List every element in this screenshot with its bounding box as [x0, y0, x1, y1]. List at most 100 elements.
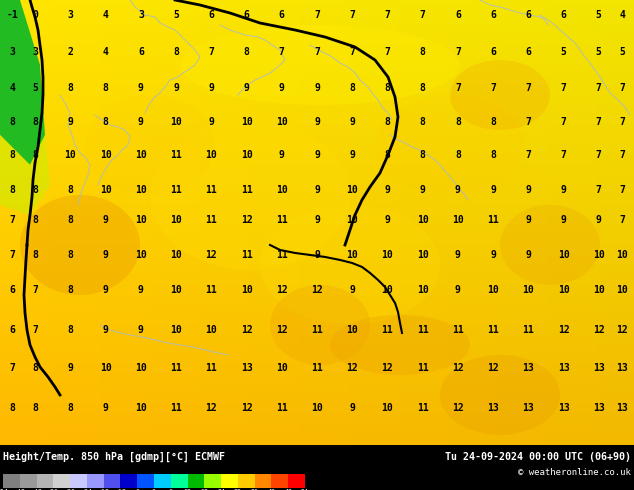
Bar	[238, 474, 255, 488]
Text: 8: 8	[243, 47, 250, 57]
Text: 13: 13	[488, 403, 499, 413]
Text: -42: -42	[30, 489, 42, 490]
Text: 7: 7	[526, 150, 531, 160]
Text: 12: 12	[241, 215, 252, 225]
Text: 36: 36	[250, 489, 259, 490]
Bar	[204, 474, 221, 488]
Text: 7: 7	[560, 150, 567, 160]
Bar	[171, 474, 188, 488]
Ellipse shape	[260, 205, 440, 325]
Text: 10: 10	[346, 215, 358, 225]
Bar	[271, 474, 288, 488]
Text: 8: 8	[32, 185, 38, 195]
Text: 7: 7	[596, 117, 602, 127]
Text: 7: 7	[209, 47, 214, 57]
Text: 6: 6	[169, 489, 173, 490]
Text: 7: 7	[560, 117, 567, 127]
Text: 8: 8	[67, 325, 74, 335]
Text: 13: 13	[241, 363, 252, 373]
Text: 9: 9	[314, 83, 320, 93]
Text: 11: 11	[382, 325, 393, 335]
Text: 11: 11	[311, 363, 323, 373]
Text: 8: 8	[9, 150, 15, 160]
Text: 2: 2	[67, 47, 74, 57]
Text: 11: 11	[205, 185, 217, 195]
Text: 8: 8	[9, 185, 15, 195]
Text: 9: 9	[455, 185, 461, 195]
Text: 7: 7	[9, 363, 15, 373]
Text: 10: 10	[417, 215, 429, 225]
Text: 7: 7	[349, 10, 355, 20]
Bar	[137, 474, 154, 488]
Text: 9: 9	[138, 285, 144, 295]
Text: 9: 9	[209, 117, 214, 127]
Text: 11: 11	[171, 403, 182, 413]
Text: 9: 9	[384, 185, 391, 195]
Text: 6: 6	[490, 47, 496, 57]
Text: 11: 11	[417, 325, 429, 335]
Text: -30: -30	[64, 489, 76, 490]
Text: 8: 8	[420, 47, 425, 57]
Text: 8: 8	[173, 47, 179, 57]
Polygon shape	[0, 135, 50, 215]
Text: 10: 10	[417, 250, 429, 260]
Text: 10: 10	[616, 285, 628, 295]
Text: 3: 3	[67, 10, 74, 20]
Text: 6: 6	[490, 10, 496, 20]
Text: 7: 7	[455, 47, 461, 57]
Bar	[221, 474, 238, 488]
Ellipse shape	[270, 285, 370, 365]
Text: 7: 7	[596, 83, 602, 93]
Text: 12: 12	[346, 363, 358, 373]
Text: 12: 12	[241, 325, 252, 335]
Text: 10: 10	[382, 285, 393, 295]
Text: 9: 9	[173, 83, 179, 93]
Text: 10: 10	[135, 185, 146, 195]
Text: 10: 10	[346, 185, 358, 195]
Text: 9: 9	[490, 250, 496, 260]
Bar	[188, 474, 204, 488]
Text: 8: 8	[67, 215, 74, 225]
Text: -24: -24	[81, 489, 93, 490]
Text: 10: 10	[100, 185, 112, 195]
Text: 9: 9	[455, 250, 461, 260]
Text: 12: 12	[241, 403, 252, 413]
Text: 13: 13	[616, 363, 628, 373]
Text: 9: 9	[490, 185, 496, 195]
Text: 7: 7	[32, 285, 38, 295]
Text: 5: 5	[32, 83, 38, 93]
Text: 13: 13	[522, 363, 534, 373]
Text: 12: 12	[616, 325, 628, 335]
Text: 10: 10	[171, 250, 182, 260]
Text: 9: 9	[420, 185, 425, 195]
Text: 7: 7	[32, 325, 38, 335]
Text: 4: 4	[9, 83, 15, 93]
Text: 10: 10	[241, 117, 252, 127]
Text: 11: 11	[171, 363, 182, 373]
Text: 8: 8	[67, 250, 74, 260]
Text: 10: 10	[135, 403, 146, 413]
Text: 6: 6	[243, 10, 250, 20]
Text: 7: 7	[619, 185, 625, 195]
Text: 8: 8	[384, 150, 391, 160]
Text: 12: 12	[558, 325, 569, 335]
Text: 13: 13	[558, 403, 569, 413]
Bar	[70, 474, 87, 488]
Text: 10: 10	[171, 117, 182, 127]
Text: 11: 11	[241, 185, 252, 195]
Text: 9: 9	[455, 285, 461, 295]
Text: Tu 24-09-2024 00:00 UTC (06+90): Tu 24-09-2024 00:00 UTC (06+90)	[445, 452, 631, 462]
Text: 9: 9	[349, 285, 355, 295]
Text: 11: 11	[171, 150, 182, 160]
Text: 10: 10	[593, 250, 605, 260]
Text: 13: 13	[616, 403, 628, 413]
Text: 7: 7	[526, 83, 531, 93]
Bar	[20, 474, 37, 488]
Text: 54: 54	[301, 489, 309, 490]
Text: 10: 10	[205, 325, 217, 335]
Text: 9: 9	[560, 215, 567, 225]
Text: 9: 9	[349, 150, 355, 160]
Text: 10: 10	[100, 150, 112, 160]
Text: 10: 10	[616, 250, 628, 260]
Text: 7: 7	[619, 83, 625, 93]
